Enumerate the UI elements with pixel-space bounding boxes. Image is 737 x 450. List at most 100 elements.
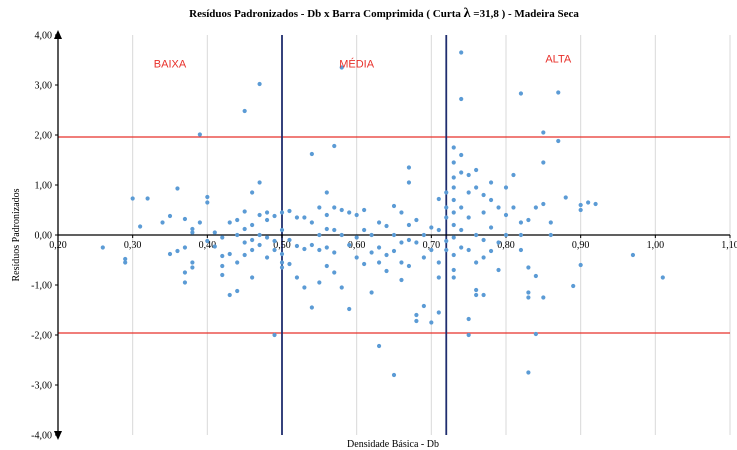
x-tick-label: 0,20 — [49, 240, 67, 251]
data-point — [436, 275, 441, 280]
data-point — [309, 305, 314, 310]
data-point — [451, 275, 456, 280]
x-tick-label: 0,60 — [348, 240, 366, 251]
data-point — [279, 227, 285, 233]
data-point — [317, 247, 322, 253]
data-point — [279, 265, 285, 270]
data-point — [481, 210, 486, 215]
data-point — [369, 250, 374, 255]
data-point — [130, 196, 135, 201]
data-point — [578, 202, 583, 208]
data-point — [287, 261, 292, 267]
data-point — [593, 201, 598, 207]
data-point — [436, 227, 441, 233]
tick-labels: 0,20 0,30 0,40 0,50 0,60 0,70 0,80 0,90 1,00 1,10… — [31, 31, 737, 442]
x-tick-label: 0,40 — [199, 240, 217, 251]
data-point — [444, 205, 449, 210]
region-labels: BAIXA MÉDIA ALTA — [154, 54, 572, 71]
data-point — [526, 265, 531, 270]
y-tick-label: 1,00 — [35, 181, 53, 192]
data-point — [533, 331, 538, 337]
data-point — [294, 275, 300, 280]
data-point — [399, 277, 404, 283]
data-point — [391, 248, 397, 254]
data-point — [503, 232, 509, 238]
x-tick-label: 1,10 — [721, 240, 737, 251]
data-point — [541, 160, 546, 165]
data-point — [511, 172, 516, 178]
data-point — [272, 332, 277, 338]
data-point — [302, 246, 307, 252]
data-point — [459, 170, 464, 175]
data-point — [541, 295, 546, 300]
data-point — [227, 292, 232, 298]
data-point — [511, 205, 516, 210]
data-point — [451, 145, 456, 150]
data-point — [406, 165, 412, 170]
data-point — [406, 180, 412, 185]
chart-title-suffix: =31,8 ) - Madeira Seca — [471, 8, 580, 20]
y-tick-label: 2,00 — [35, 131, 53, 142]
data-point — [466, 172, 471, 178]
data-point — [250, 222, 255, 228]
data-point — [376, 260, 382, 265]
data-point — [444, 238, 449, 244]
data-point — [347, 242, 352, 248]
data-point — [160, 220, 165, 225]
data-point — [414, 240, 419, 245]
data-point — [436, 196, 441, 202]
data-point — [578, 262, 583, 268]
data-point — [586, 200, 591, 205]
data-point — [474, 167, 479, 173]
data-point — [496, 267, 501, 273]
data-point — [406, 222, 412, 228]
data-point — [556, 90, 561, 95]
data-point — [220, 263, 225, 269]
data-point — [541, 130, 546, 135]
data-point — [347, 210, 352, 215]
data-point — [257, 180, 262, 185]
chart-title: Resíduos Padronizados - Db x Barra Compr… — [189, 6, 579, 21]
data-point — [376, 343, 382, 349]
data-point — [533, 205, 538, 210]
data-point — [145, 196, 150, 201]
y-axis-label: Resíduos Padronizados — [11, 188, 22, 281]
data-point — [250, 247, 255, 253]
data-point — [182, 245, 188, 250]
data-point — [391, 232, 397, 238]
data-point — [526, 217, 531, 223]
data-point — [257, 81, 262, 87]
data-point — [175, 186, 180, 191]
data-point — [421, 232, 426, 238]
data-point — [481, 237, 486, 243]
data-point — [429, 225, 434, 230]
data-point — [481, 255, 486, 260]
data-point — [503, 212, 509, 218]
data-point — [220, 253, 225, 259]
region-label: MÉDIA — [339, 58, 375, 71]
data-point — [354, 235, 359, 240]
data-point — [309, 242, 314, 248]
data-point — [414, 318, 419, 324]
chart-title-symbol: λ — [464, 6, 471, 21]
region-label: BAIXA — [154, 59, 187, 71]
data-point — [190, 260, 195, 265]
data-point — [332, 205, 337, 210]
data-point — [503, 185, 509, 190]
data-point — [317, 205, 322, 210]
data-point — [220, 272, 225, 278]
data-point — [235, 232, 240, 238]
data-point — [317, 232, 322, 238]
data-point — [451, 235, 456, 240]
chart-title-prefix: Resíduos Padronizados - Db x Barra Compr… — [189, 8, 464, 20]
data-point — [488, 248, 494, 254]
data-point — [279, 260, 285, 265]
x-tick-label: 0,50 — [273, 240, 291, 251]
data-point — [272, 238, 277, 244]
y-axis-arrow-bottom — [54, 431, 62, 440]
data-point — [339, 207, 344, 213]
data-point — [197, 220, 202, 225]
data-point — [451, 175, 456, 180]
data-point — [376, 220, 382, 225]
data-point — [220, 235, 225, 240]
